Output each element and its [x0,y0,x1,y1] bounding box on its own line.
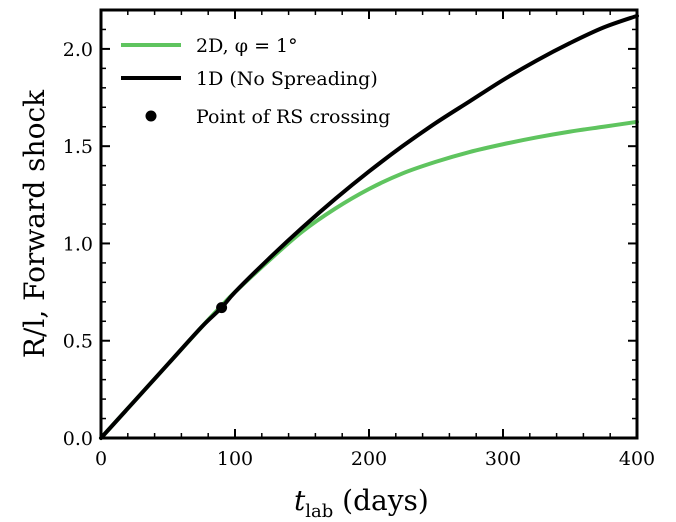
x-tick-label: 300 [485,448,521,470]
legend-label-marker: Point of RS crossing [196,106,390,128]
legend-label-1d: 1D (No Spreading) [196,68,378,90]
x-axis-label: tlab (days) [294,484,429,522]
axis-ticks: 0 100 200 300 400 0.0 0.5 1.0 1.5 2.0 [63,10,655,470]
plot-frame [99,8,639,440]
y-tick-label: 0.0 [63,428,93,450]
x-tick-label: 200 [351,448,387,470]
legend-label-2d: 2D, φ = 1° [196,35,298,57]
series-1d-line [99,13,639,440]
y-tick-label: 2.0 [63,39,93,61]
x-tick-label: 0 [95,448,107,470]
x-tick-label: 100 [217,448,253,470]
y-tick-label: 1.5 [63,136,93,158]
legend-swatch-marker [145,110,157,122]
y-tick-label: 0.5 [63,331,93,353]
y-tick-label: 1.0 [63,233,93,255]
y-axis-label: R/l, Forward shock [18,89,51,358]
legend: 2D, φ = 1° 1D (No Spreading) Point of RS… [121,35,390,128]
rs-crossing-marker [216,302,228,314]
x-tick-label: 400 [619,448,655,470]
